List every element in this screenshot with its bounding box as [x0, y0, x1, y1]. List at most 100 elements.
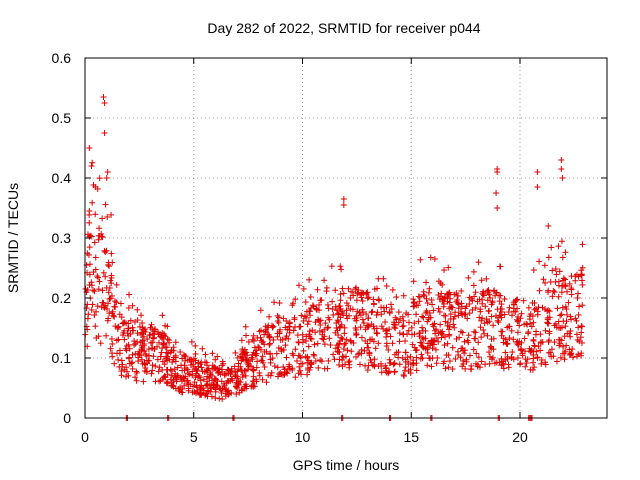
data-point — [574, 336, 581, 343]
data-point — [315, 301, 322, 308]
data-point — [433, 360, 440, 367]
data-point — [564, 288, 571, 295]
data-point — [486, 349, 493, 356]
data-point — [208, 382, 215, 389]
data-point — [572, 273, 579, 280]
data-point — [152, 378, 159, 385]
data-point — [332, 303, 339, 310]
data-point — [159, 329, 166, 336]
data-point — [91, 239, 98, 246]
data-point — [537, 347, 544, 354]
data-point — [552, 265, 559, 272]
data-point — [325, 305, 332, 312]
data-point — [233, 391, 240, 398]
data-point — [263, 326, 270, 333]
data-point — [457, 328, 464, 335]
data-point — [168, 347, 175, 354]
data-point — [549, 267, 556, 274]
data-point — [256, 328, 263, 335]
data-point — [305, 343, 312, 350]
data-point — [188, 358, 195, 365]
y-tick-label: 0.4 — [52, 170, 72, 186]
data-point — [347, 305, 354, 312]
data-point — [372, 345, 379, 352]
data-point — [109, 310, 116, 317]
data-point — [178, 389, 185, 396]
data-point — [339, 285, 346, 292]
data-point — [145, 346, 152, 353]
data-point — [352, 325, 359, 332]
data-point — [567, 313, 574, 320]
data-point — [553, 271, 560, 278]
data-point — [187, 381, 194, 388]
data-point — [256, 344, 263, 351]
data-point — [100, 94, 107, 100]
data-point — [389, 286, 396, 293]
data-point — [346, 358, 353, 365]
data-point — [363, 311, 370, 318]
data-point — [337, 263, 344, 270]
data-point — [494, 205, 501, 211]
data-point — [508, 327, 515, 334]
data-point — [294, 357, 301, 364]
data-point — [548, 244, 555, 251]
data-point — [392, 322, 399, 329]
data-point — [312, 357, 319, 364]
data-point — [426, 340, 433, 347]
data-point — [271, 363, 278, 370]
data-point — [493, 289, 500, 296]
data-point — [559, 350, 566, 357]
data-point — [160, 340, 167, 347]
data-point — [542, 327, 549, 334]
data-point — [511, 308, 518, 315]
data-point — [578, 271, 585, 278]
data-point — [524, 321, 531, 328]
data-point — [477, 306, 484, 313]
data-point — [138, 312, 145, 319]
data-point — [488, 356, 495, 363]
data-point — [180, 374, 187, 381]
data-point — [534, 169, 541, 175]
data-point — [380, 304, 387, 311]
data-point — [305, 318, 312, 325]
data-point — [487, 343, 494, 350]
data-point — [466, 300, 473, 307]
data-point — [521, 335, 528, 342]
data-point — [103, 175, 110, 181]
data-point — [530, 337, 537, 344]
data-point — [551, 322, 558, 329]
data-point — [410, 278, 417, 285]
data-point — [306, 308, 313, 315]
data-point — [203, 382, 210, 389]
data-point — [303, 314, 310, 321]
data-point — [297, 323, 304, 330]
data-point — [340, 346, 347, 353]
data-point — [249, 336, 256, 343]
data-point — [323, 288, 330, 295]
data-points — [82, 94, 586, 421]
data-point — [380, 275, 387, 282]
data-point — [516, 338, 523, 345]
data-point — [495, 314, 502, 321]
data-point — [391, 369, 398, 376]
data-point — [280, 363, 287, 370]
data-point — [334, 310, 341, 317]
data-point — [240, 356, 247, 363]
data-point — [453, 335, 460, 342]
data-point — [482, 303, 489, 310]
data-point — [282, 335, 289, 342]
data-point — [185, 387, 192, 394]
data-point — [383, 343, 390, 350]
data-point — [125, 291, 132, 298]
data-point — [545, 349, 552, 356]
data-point — [198, 359, 205, 366]
data-point — [437, 321, 444, 328]
data-point — [249, 366, 256, 373]
data-point — [245, 338, 252, 345]
data-point — [164, 336, 171, 343]
data-point — [96, 232, 103, 239]
data-point — [579, 264, 586, 271]
data-point — [291, 314, 298, 321]
data-point — [549, 293, 556, 300]
data-point — [296, 363, 303, 370]
